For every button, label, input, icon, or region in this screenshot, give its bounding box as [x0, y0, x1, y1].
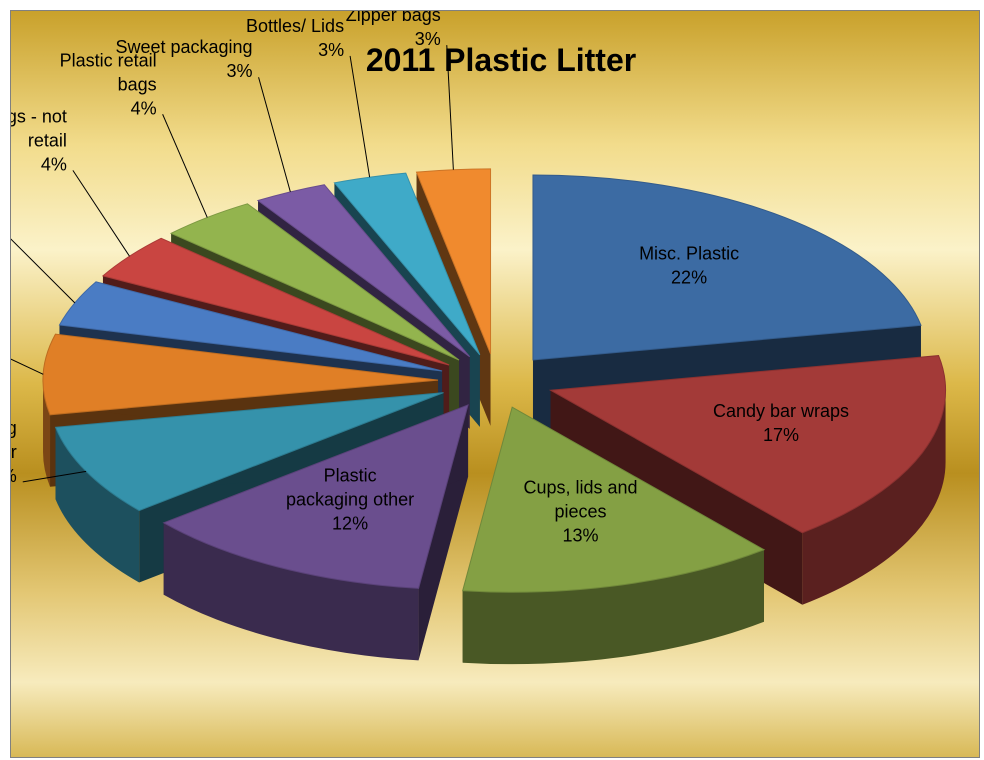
data-label-cups-lids-and-pieces: Cups, lids and pieces 13% [523, 477, 637, 545]
slice-outer-face [802, 390, 946, 605]
leader-line-plastic-drink-cups [11, 238, 76, 304]
slice-plastic-retail-bags [169, 203, 460, 361]
data-label-zipper-bags: Zipper bags 3% [346, 11, 441, 49]
data-label-candy-bar-wraps: Candy bar wraps 17% [713, 401, 849, 445]
slice-outer-face [55, 427, 140, 583]
data-label-misc-plastic: Misc. Plastic 22% [639, 244, 739, 288]
slice-misc-plastic [532, 174, 922, 361]
leader-line-condiment-pkg-ketchup-vinegar-etc [11, 358, 44, 375]
pie-chart: Misc. Plastic 22% Candy bar wraps 17% Cups, … [11, 11, 979, 757]
leader-line-zipper-bags [446, 45, 454, 170]
slice-plastic-jars-bottles-lids [333, 172, 481, 356]
data-label-plastic-retail-bags: Plastic retail bags 4% [60, 50, 157, 118]
leader-line-sweet-packaging [258, 77, 291, 193]
leader-line-plastic-jars-bottles-lids [349, 55, 371, 178]
leader-lines [11, 45, 454, 483]
slice-outer-face [163, 522, 419, 661]
slice-zipper-bags [415, 168, 492, 355]
slice-condiment-pkg-ketchup-vinegar-etc [42, 333, 439, 416]
slice-plastic-bags-not-retail [101, 237, 450, 366]
slice-sweet-packaging [256, 184, 471, 358]
slice-plastic-packaging-other [162, 404, 469, 589]
leader-line-plastic-bags-not-retail [72, 170, 130, 257]
data-label-sweet-packaging: Sweet packaging 3% [115, 37, 252, 81]
leader-line-all-remaining-plastic-litter [22, 470, 87, 483]
data-label-all-remaining-plastic-litter: All remainingplastic litter8% [11, 418, 17, 486]
chart-title: 2011 Plastic Litter [366, 42, 636, 78]
slice-outer-face [43, 380, 51, 487]
slice-cups-lids-and-pieces [462, 406, 766, 593]
leader-line-plastic-retail-bags [162, 114, 208, 218]
slice-candy-bar-wraps [548, 355, 947, 534]
chart-area: Misc. Plastic 22% Candy bar wraps 17% Cups, … [10, 10, 980, 758]
slice-labels: Misc. Plastic 22% Candy bar wraps 17% Cups, … [11, 11, 849, 545]
slice-tops [42, 168, 947, 593]
slice-outer-face [462, 549, 764, 665]
data-label-plastic-packaging-other: Plastic packaging other 12% [286, 465, 414, 533]
